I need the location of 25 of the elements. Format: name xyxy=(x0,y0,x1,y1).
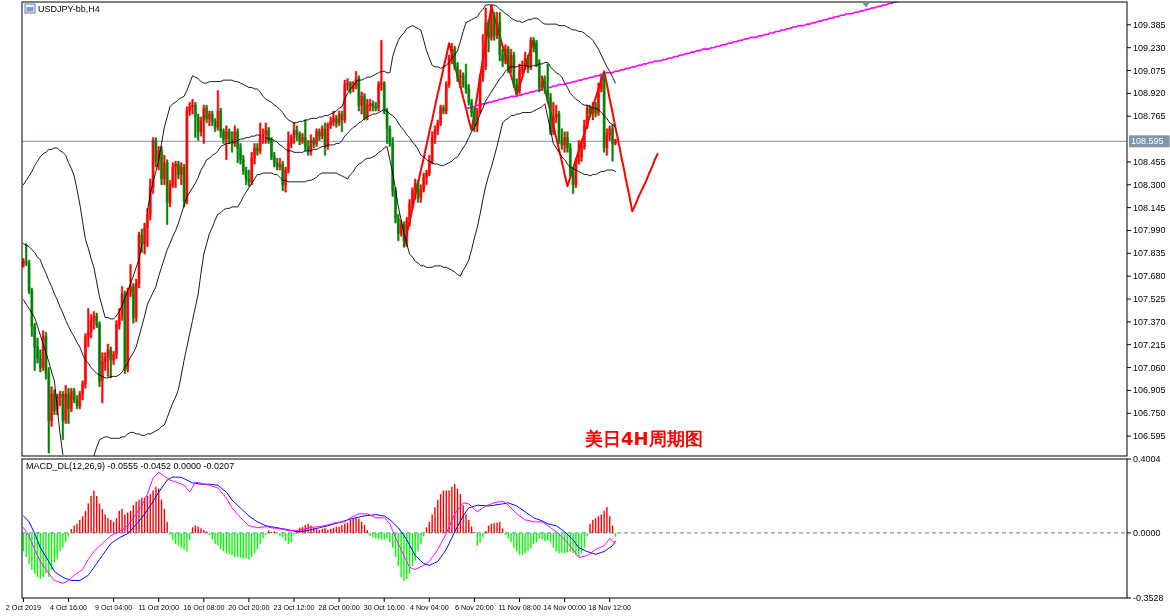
ref-line-label: 108.595 xyxy=(1131,136,1164,147)
y-tick-label: 106.750 xyxy=(1133,408,1166,419)
y-tick-label: 107.835 xyxy=(1133,248,1166,259)
y-tick-label: 106.905 xyxy=(1133,385,1166,396)
y-tick-label: 107.060 xyxy=(1133,362,1166,373)
y-tick-label: 0.0000 xyxy=(1133,527,1161,538)
y-tick-label: 109.385 xyxy=(1133,19,1166,30)
y-tick-label: -0.3528 xyxy=(1133,593,1164,603)
y-tick-label: 107.215 xyxy=(1133,339,1166,350)
y-tick-label: 108.765 xyxy=(1133,111,1166,122)
y-tick-label: 106.595 xyxy=(1133,431,1166,442)
y-tick-label: 107.990 xyxy=(1133,225,1166,236)
y-tick-label: 109.230 xyxy=(1133,42,1166,53)
y-tick-label: 108.920 xyxy=(1133,88,1166,99)
annotation: 美日4H周期图 xyxy=(584,428,703,449)
y-tick-label: 107.370 xyxy=(1133,316,1166,327)
y-tick-label: 109.075 xyxy=(1133,65,1166,76)
y-tick-label: 0.4004 xyxy=(1133,454,1161,464)
chart-title: MACD_DL(12,26,9) -0.0555 -0.0452 0.0000 -0.0207 xyxy=(26,461,235,471)
y-tick-label: 108.300 xyxy=(1133,179,1166,190)
y-tick-label: 107.680 xyxy=(1133,271,1166,282)
y-tick-label: 107.525 xyxy=(1133,294,1166,305)
chart-title: USDJPY-bb,H4 xyxy=(38,4,100,14)
y-tick-label: 108.455 xyxy=(1133,156,1166,167)
y-tick-label: 108.145 xyxy=(1133,202,1166,213)
